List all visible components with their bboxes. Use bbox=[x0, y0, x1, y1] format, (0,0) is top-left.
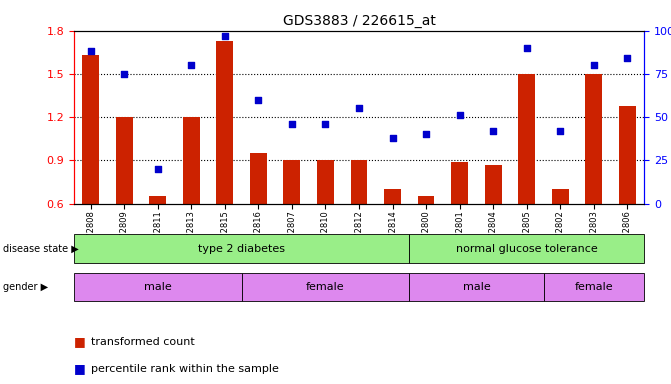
Bar bbox=[250, 153, 266, 204]
Point bbox=[555, 128, 566, 134]
Bar bbox=[183, 117, 200, 204]
Point bbox=[521, 45, 532, 51]
Bar bbox=[317, 161, 334, 204]
Bar bbox=[451, 162, 468, 204]
Point bbox=[85, 48, 96, 55]
Text: male: male bbox=[144, 282, 172, 292]
Point bbox=[588, 62, 599, 68]
Point bbox=[287, 121, 297, 127]
Bar bbox=[417, 196, 435, 204]
Point bbox=[320, 121, 331, 127]
Bar bbox=[74, 273, 242, 301]
Bar bbox=[242, 273, 409, 301]
Point bbox=[387, 135, 398, 141]
Bar bbox=[350, 161, 367, 204]
Bar bbox=[384, 189, 401, 204]
Title: GDS3883 / 226615_at: GDS3883 / 226615_at bbox=[282, 14, 435, 28]
Text: female: female bbox=[306, 282, 345, 292]
Text: ■: ■ bbox=[74, 362, 86, 375]
Bar bbox=[518, 74, 535, 204]
Point bbox=[253, 97, 264, 103]
Point bbox=[488, 128, 499, 134]
Text: male: male bbox=[462, 282, 491, 292]
Bar bbox=[216, 41, 234, 204]
Bar bbox=[116, 117, 133, 204]
Point bbox=[421, 131, 431, 137]
Text: gender ▶: gender ▶ bbox=[3, 282, 48, 292]
Point bbox=[354, 105, 364, 111]
Text: ■: ■ bbox=[74, 335, 86, 348]
Text: type 2 diabetes: type 2 diabetes bbox=[198, 243, 285, 254]
Bar bbox=[150, 196, 166, 204]
Text: percentile rank within the sample: percentile rank within the sample bbox=[91, 364, 278, 374]
Text: normal glucose tolerance: normal glucose tolerance bbox=[456, 243, 598, 254]
Bar bbox=[484, 165, 501, 204]
Point bbox=[622, 55, 633, 61]
Bar bbox=[83, 55, 99, 204]
Point bbox=[219, 33, 230, 39]
Text: transformed count: transformed count bbox=[91, 337, 195, 347]
Point bbox=[119, 71, 130, 77]
Bar bbox=[544, 273, 644, 301]
Bar bbox=[552, 189, 568, 204]
Point bbox=[152, 166, 163, 172]
Bar bbox=[74, 234, 409, 263]
Bar bbox=[409, 234, 644, 263]
Text: female: female bbox=[574, 282, 613, 292]
Text: disease state ▶: disease state ▶ bbox=[3, 243, 79, 254]
Bar bbox=[619, 106, 635, 204]
Point bbox=[186, 62, 197, 68]
Bar bbox=[283, 161, 300, 204]
Bar bbox=[585, 74, 603, 204]
Point bbox=[454, 112, 465, 118]
Bar bbox=[409, 273, 544, 301]
